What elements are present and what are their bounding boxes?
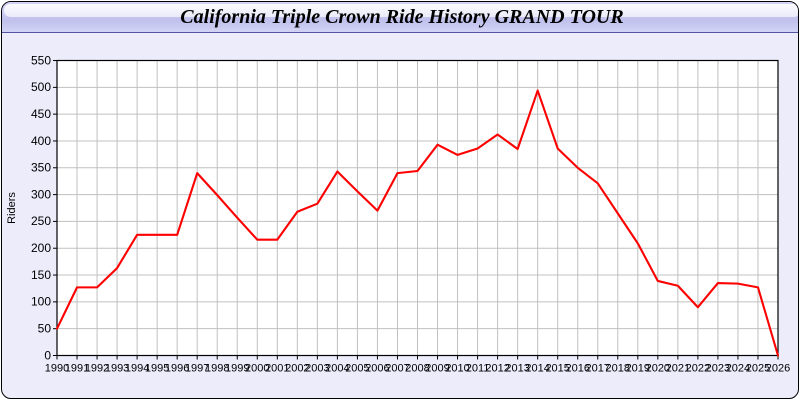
svg-text:50: 50 <box>38 321 52 335</box>
svg-text:150: 150 <box>31 268 51 282</box>
svg-text:100: 100 <box>31 295 51 309</box>
svg-text:350: 350 <box>31 161 51 175</box>
svg-text:250: 250 <box>31 214 51 228</box>
svg-text:400: 400 <box>31 134 51 148</box>
svg-text:0: 0 <box>44 348 51 362</box>
svg-text:200: 200 <box>31 241 51 255</box>
svg-text:300: 300 <box>31 187 51 201</box>
svg-text:500: 500 <box>31 80 51 94</box>
svg-text:450: 450 <box>31 107 51 121</box>
svg-text:550: 550 <box>31 53 51 67</box>
svg-text:2026: 2026 <box>766 363 790 375</box>
svg-text:Riders: Riders <box>6 192 18 224</box>
